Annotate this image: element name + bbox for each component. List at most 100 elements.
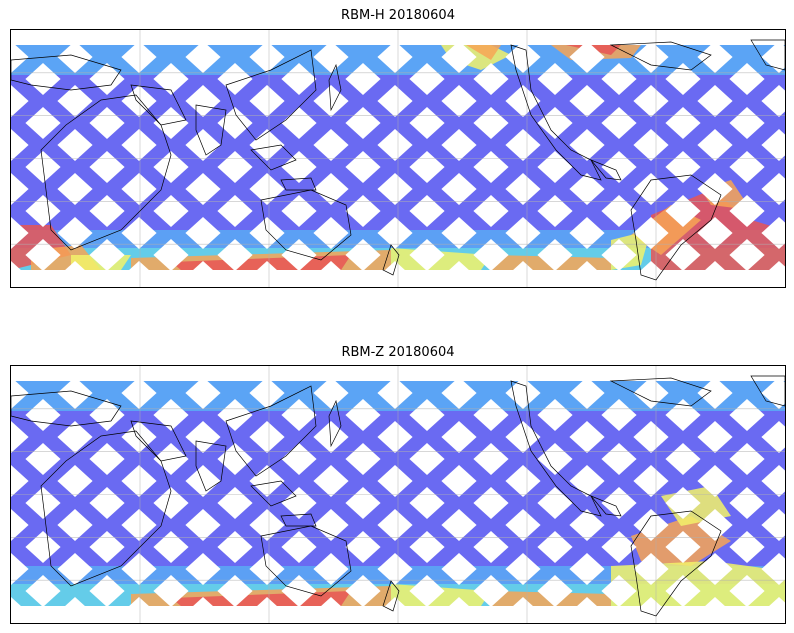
orbit-gap — [217, 399, 253, 431]
coastline — [590, 495, 622, 517]
orbit-gap — [537, 63, 573, 95]
orbit-gap — [25, 399, 61, 431]
orbit-gap — [377, 217, 413, 249]
orbit-gap — [513, 261, 533, 270]
orbit-gap — [89, 399, 125, 431]
coastlines — [11, 39, 785, 281]
orbit-gap — [249, 85, 285, 117]
orbit-gap — [729, 63, 765, 95]
graticule — [11, 30, 785, 287]
orbit-gap — [377, 85, 413, 117]
orbit-gap — [729, 195, 765, 227]
orbit-gap — [409, 531, 445, 563]
orbit-gap — [761, 465, 785, 497]
orbit-gap — [505, 381, 541, 409]
coastline — [225, 385, 317, 477]
orbit-gap — [25, 531, 61, 563]
orbit-gap — [569, 85, 605, 117]
orbit-gap — [217, 151, 253, 183]
orbit-gap — [665, 195, 701, 227]
orbit-gap — [89, 151, 125, 183]
orbit-gap — [185, 217, 221, 249]
orbit-gap — [385, 597, 405, 606]
orbit-gap — [25, 195, 61, 227]
orbit-gap — [537, 487, 573, 519]
orbit-gap — [473, 619, 508, 623]
orbit-gap — [473, 195, 509, 227]
orbit-gap — [441, 465, 477, 497]
orbit-gap — [537, 283, 572, 287]
orbit-gap — [569, 465, 605, 497]
orbit-gap — [601, 63, 637, 95]
coastlines — [11, 375, 785, 617]
orbit-gap — [257, 261, 277, 270]
orbit-gap — [761, 421, 785, 453]
orbit-gap — [633, 421, 669, 453]
orbit-gap — [601, 443, 637, 475]
orbit-gap — [217, 575, 253, 606]
orbit-gap — [11, 129, 29, 161]
coastline — [328, 63, 342, 112]
orbit-gap — [697, 381, 733, 409]
orbit-gap — [153, 487, 189, 519]
orbit-gap — [25, 63, 61, 95]
orbit-gap — [569, 509, 605, 541]
orbit-gap — [313, 45, 349, 73]
orbit-gap — [345, 443, 381, 475]
orbit-gap — [281, 619, 316, 623]
orbit-gap — [185, 465, 221, 497]
orbit-gap — [473, 283, 508, 287]
orbit-gap — [129, 261, 149, 270]
coastline — [328, 399, 342, 448]
orbit-gap — [473, 575, 509, 606]
map-title-top: RBM-H 20180604 — [341, 8, 455, 23]
coastline — [510, 44, 602, 181]
orbit-gap — [281, 443, 317, 475]
orbit-gap — [345, 619, 380, 623]
orbit-gap — [729, 531, 765, 563]
orbit-gap — [505, 85, 541, 117]
map-title-bottom: RBM-Z 20180604 — [341, 345, 455, 360]
orbit-gap — [729, 151, 765, 183]
orbit-gap — [665, 151, 701, 183]
orbit-gap — [185, 129, 221, 161]
orbit-gap — [11, 217, 29, 249]
orbit-gap — [377, 553, 413, 585]
coastline — [250, 480, 297, 507]
orbit-gap — [153, 63, 189, 95]
orbit-gap — [377, 129, 413, 161]
orbit-gap — [441, 381, 477, 409]
orbit-gap — [185, 85, 221, 117]
orbit-gap — [377, 381, 413, 409]
orbit-gap — [505, 45, 541, 73]
orbit-gap — [249, 217, 285, 249]
orbit-gap — [409, 399, 445, 431]
orbit-gap — [249, 465, 285, 497]
orbit-gap — [385, 261, 405, 270]
orbit-gap — [729, 487, 765, 519]
orbit-gap — [217, 195, 253, 227]
orbit-gap — [569, 129, 605, 161]
orbit-gap — [65, 597, 85, 606]
orbit-gap — [65, 261, 85, 270]
orbit-gap — [11, 173, 29, 205]
coastline — [382, 580, 400, 612]
orbit-gap — [409, 487, 445, 519]
orbit-gap — [537, 151, 573, 183]
orbit-gap — [281, 487, 317, 519]
orbit-gap — [25, 619, 60, 623]
coastline — [382, 244, 400, 276]
orbit-gap — [129, 597, 149, 606]
coastline — [609, 41, 712, 71]
orbit-gap — [441, 553, 477, 585]
orbit-gap — [313, 381, 349, 409]
orbit-gap — [705, 261, 725, 270]
orbit-gap — [345, 63, 381, 95]
orbit-gap — [697, 421, 733, 453]
orbit-gap — [665, 107, 701, 139]
orbit-gap — [321, 597, 341, 606]
orbit-gap — [729, 575, 765, 606]
orbit-gap — [249, 421, 285, 453]
orbit-gap — [313, 553, 349, 585]
orbit-gap — [537, 239, 573, 270]
